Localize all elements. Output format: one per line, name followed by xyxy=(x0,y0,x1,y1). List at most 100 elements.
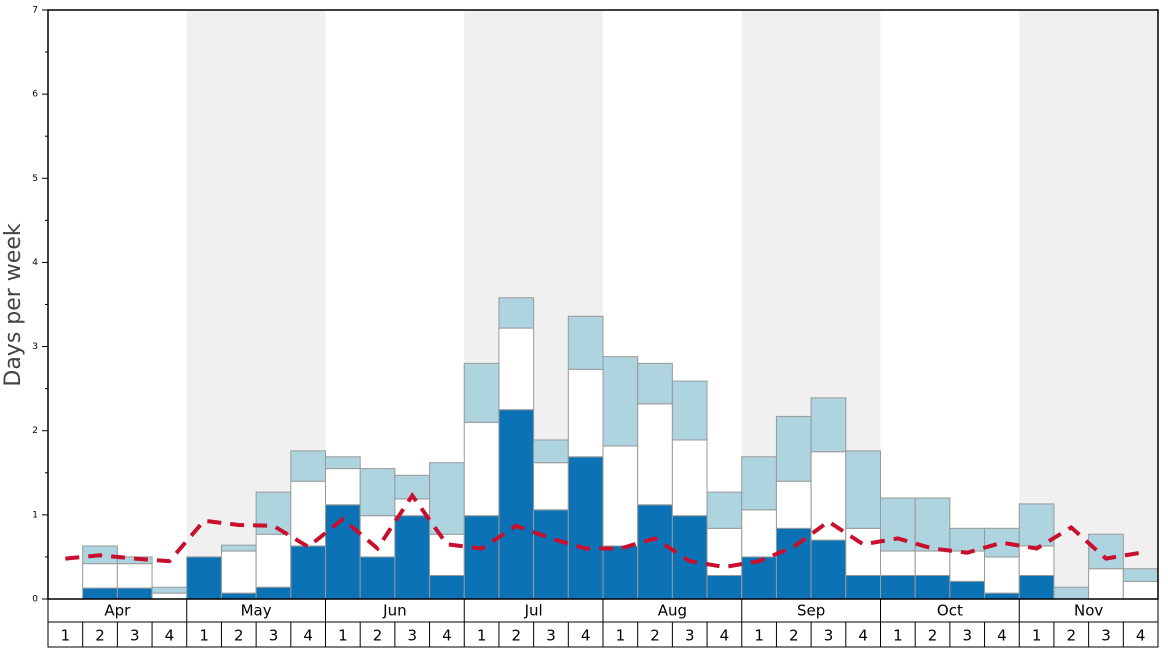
bar-segment xyxy=(429,462,465,535)
bar-segment xyxy=(949,580,986,600)
bar-segment xyxy=(880,497,916,552)
x-tick-label: 2 xyxy=(373,627,383,645)
x-tick-label: 4 xyxy=(165,627,175,645)
shade xyxy=(1019,10,1158,599)
bar-segment xyxy=(845,574,881,600)
x-tick-label: 2 xyxy=(1067,627,1077,645)
bar-segment xyxy=(637,504,673,600)
bar-segment xyxy=(1018,574,1055,600)
x-tick-label: 4 xyxy=(720,627,730,645)
bar-segment xyxy=(567,315,604,370)
bar-segment xyxy=(116,563,153,589)
bar-segment xyxy=(741,456,777,511)
x-tick-label: 2 xyxy=(650,627,660,645)
bar-segment xyxy=(810,539,847,600)
bar-segment xyxy=(880,550,916,576)
bar-segment xyxy=(567,368,604,458)
bar-segment xyxy=(984,556,1020,594)
x-tick-label: 1 xyxy=(754,627,764,645)
month-label: Oct xyxy=(937,602,963,620)
month-label: Sep xyxy=(797,602,825,620)
bar-segment xyxy=(1122,580,1159,600)
bar-segment xyxy=(186,556,222,600)
bar-segment xyxy=(429,533,465,576)
bar-segment xyxy=(671,380,708,441)
bar-segment xyxy=(949,550,986,582)
x-tick-label: 1 xyxy=(893,627,903,645)
line xyxy=(65,491,1141,570)
bar-segment xyxy=(359,468,396,517)
bar-segment xyxy=(151,586,188,594)
bar-segment xyxy=(602,356,639,447)
bar-segment xyxy=(255,586,292,600)
bar-segment xyxy=(671,439,708,517)
y-axis-label: Days per week xyxy=(1,223,26,386)
bar-segment xyxy=(810,397,847,453)
month-label: Nov xyxy=(1074,602,1103,620)
bar-segment xyxy=(1018,503,1055,547)
bar-segment xyxy=(984,527,1020,558)
bar-segment xyxy=(914,497,951,552)
bar-segment xyxy=(290,545,326,600)
x-tick-label: 4 xyxy=(1136,627,1146,645)
bar-segment xyxy=(82,587,118,600)
x-tick-label: 3 xyxy=(1101,627,1111,645)
month-label: May xyxy=(241,602,272,620)
x-tick-label: 3 xyxy=(685,627,695,645)
bar-segment xyxy=(290,450,326,482)
bar-segment xyxy=(151,592,188,600)
bar-segment xyxy=(1053,586,1090,600)
bar-segment xyxy=(533,509,569,600)
bar-segment xyxy=(914,574,951,600)
bar-segment xyxy=(463,515,500,600)
bar-segment xyxy=(394,515,431,600)
bar-segment xyxy=(775,415,812,482)
x-tick-label: 2 xyxy=(234,627,244,645)
bar-segment xyxy=(220,544,257,552)
bar-segment xyxy=(810,451,847,541)
bar-segment xyxy=(637,362,673,405)
bar-segment xyxy=(498,409,535,600)
x-tick-label: 1 xyxy=(61,627,71,645)
bar-segment xyxy=(116,587,153,600)
x-tick-label: 3 xyxy=(546,627,556,645)
month-label: Jul xyxy=(524,602,543,620)
bar-segment xyxy=(463,421,500,517)
bar-segment xyxy=(984,592,1020,600)
bar-segment xyxy=(741,556,777,600)
bar-segment xyxy=(429,574,465,600)
y-tick-label: 1 xyxy=(32,510,38,520)
y-tick-label: 3 xyxy=(32,342,38,352)
bar-segment xyxy=(1122,568,1159,582)
y-tick-label: 0 xyxy=(32,595,38,605)
bar-segment xyxy=(255,491,292,535)
bar-segment xyxy=(1088,533,1124,570)
x-tick-label: 1 xyxy=(1032,627,1042,645)
bar-segment xyxy=(255,533,292,588)
bar-segment xyxy=(220,550,257,594)
month-label: Aug xyxy=(658,602,687,620)
bar-segment xyxy=(325,468,361,506)
bar-segment xyxy=(498,297,535,329)
bar-segment xyxy=(359,556,396,600)
bar-segment xyxy=(602,545,639,600)
x-tick-label: 1 xyxy=(477,627,487,645)
bar-segment xyxy=(602,445,639,547)
bar-segment xyxy=(533,462,569,511)
bar-segment xyxy=(741,509,777,558)
bar-segment xyxy=(671,515,708,600)
x-tick-label: 4 xyxy=(997,627,1007,645)
bar-segment xyxy=(775,527,812,600)
x-tick-label: 3 xyxy=(962,627,972,645)
bar-segment xyxy=(498,327,535,411)
bar-segment xyxy=(637,403,673,506)
x-tick-label: 1 xyxy=(338,627,348,645)
bar-segment xyxy=(325,456,361,470)
x-tick-label: 2 xyxy=(95,627,105,645)
y-tick-label: 4 xyxy=(32,258,38,268)
x-tick-label: 2 xyxy=(512,627,522,645)
x-tick-label: 2 xyxy=(789,627,799,645)
month-label: Apr xyxy=(104,602,131,620)
bar-segment xyxy=(1088,568,1124,600)
